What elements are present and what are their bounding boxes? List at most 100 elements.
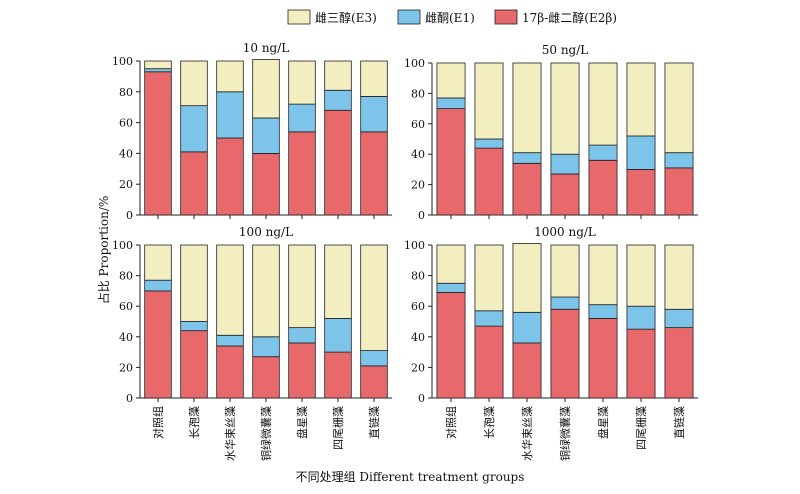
y-tick-label: 80 — [119, 86, 133, 99]
bar-segment — [180, 330, 208, 399]
bar-segment — [588, 304, 618, 319]
y-tick-label: 20 — [119, 361, 133, 374]
legend-swatch — [287, 9, 311, 25]
bar-segment — [474, 325, 504, 399]
y-axis-label: 占比 Proportion/% — [96, 196, 111, 305]
bar-segment — [216, 345, 244, 399]
bar-segment — [664, 327, 694, 399]
y-tick-label: 20 — [119, 178, 133, 191]
bar-segment — [512, 152, 542, 164]
bar-segment — [626, 168, 656, 216]
bar-segment — [216, 137, 244, 216]
category-label: 对照组 — [444, 406, 458, 439]
bar-segment — [252, 59, 280, 119]
bar-segment — [216, 60, 244, 93]
panel-title: 100 ng/L — [239, 225, 293, 239]
bar-segment — [436, 292, 466, 399]
category-label: 铜绿微囊藻 — [558, 406, 572, 461]
chart-panel: 10 ng/L 0 20 40 60 80 100 — [112, 41, 392, 222]
bar-segment — [288, 342, 316, 399]
panel-title: 1000 ng/L — [534, 225, 596, 239]
y-tick-label: 0 — [418, 392, 425, 405]
category-label: 水华束丝藻 — [520, 406, 534, 461]
bar-segment — [512, 311, 542, 344]
category-label: 对照组 — [151, 406, 165, 439]
y-tick-label: 40 — [411, 148, 425, 161]
bar-segment — [324, 60, 352, 91]
bar-segment — [180, 244, 208, 322]
bar-segment — [180, 105, 208, 153]
bar-segment — [252, 117, 280, 154]
category-label: 长孢藻 — [188, 406, 201, 439]
y-tick-label: 60 — [411, 118, 425, 131]
bar-segment — [288, 60, 316, 105]
legend: 雌三醇(E3) 雌酮(E1) 17β-雌二醇(E2β) — [287, 9, 617, 25]
chart-panel: 1000 ng/L 0 20 40 60 80 100 对照组 长孢藻 水华束丝藻 铜绿微囊藻 盘星藻… — [404, 225, 698, 461]
bar-segment — [360, 350, 388, 367]
bar-segment — [550, 308, 580, 399]
bar-segment — [436, 244, 466, 284]
bar-segment — [216, 244, 244, 336]
bar-segment — [360, 96, 388, 133]
y-tick-label: 100 — [112, 55, 133, 68]
bar-segment — [288, 244, 316, 329]
bar-segment — [588, 244, 618, 306]
bar-segment — [144, 244, 172, 281]
bar-segment — [144, 68, 172, 73]
bar-segment — [664, 152, 694, 169]
bar-segment — [474, 310, 504, 327]
bar-segment — [216, 334, 244, 347]
y-tick-label: 20 — [411, 361, 425, 374]
bar-segment — [512, 342, 542, 399]
bar-segment — [180, 60, 208, 107]
bar-segment — [360, 244, 388, 351]
bar-segment — [664, 308, 694, 329]
y-tick-label: 60 — [411, 300, 425, 313]
y-tick-label: 40 — [119, 331, 133, 344]
category-label: 四尾栅藻 — [634, 406, 648, 450]
bar-segment — [252, 336, 280, 358]
category-label: 长孢藻 — [483, 406, 496, 439]
y-tick-label: 80 — [411, 270, 425, 283]
panel-title: 10 ng/L — [243, 41, 290, 55]
bar-segment — [550, 173, 580, 216]
bar-segment — [436, 97, 466, 109]
y-tick-label: 100 — [404, 57, 425, 70]
bar-segment — [288, 103, 316, 133]
bar-segment — [664, 244, 694, 310]
bar-segment — [324, 109, 352, 216]
bar-segment — [588, 318, 618, 399]
bar-segment — [474, 147, 504, 216]
legend-item: 雌三醇(E3) — [287, 9, 377, 25]
bar-segment — [626, 328, 656, 399]
bar-segment — [436, 62, 466, 99]
y-tick-label: 60 — [119, 117, 133, 130]
bar-segment — [664, 167, 694, 216]
bar-segment — [360, 60, 388, 97]
chart-panel: 50 ng/L 0 20 40 60 80 100 — [404, 43, 698, 222]
legend-swatch — [494, 9, 518, 25]
y-tick-label: 100 — [112, 239, 133, 252]
bar-segment — [550, 153, 580, 175]
x-axis-label: 不同处理组 Different treatment groups — [296, 470, 525, 484]
chart-panel: 100 ng/L 0 20 40 60 80 100 对照组 长孢藻 水华束丝藻 铜绿微囊藻 盘星藻 四… — [112, 225, 392, 461]
y-tick-label: 80 — [411, 87, 425, 100]
y-tick-label: 20 — [411, 179, 425, 192]
bar-segment — [626, 135, 656, 170]
legend-item: 雌酮(E1) — [397, 9, 475, 25]
y-tick-label: 0 — [126, 392, 133, 405]
bar-segment — [324, 318, 352, 353]
bar-segment — [360, 131, 388, 216]
bar-segment — [360, 365, 388, 399]
bar-segment — [144, 290, 172, 399]
bar-segment — [288, 131, 316, 216]
bar-segment — [588, 159, 618, 216]
bar-segment — [252, 152, 280, 216]
bar-segment — [252, 244, 280, 338]
bar-segment — [288, 327, 316, 344]
bar-segment — [588, 144, 618, 161]
y-tick-label: 40 — [119, 147, 133, 160]
legend-swatch — [397, 9, 421, 25]
bar-segment — [324, 244, 352, 319]
